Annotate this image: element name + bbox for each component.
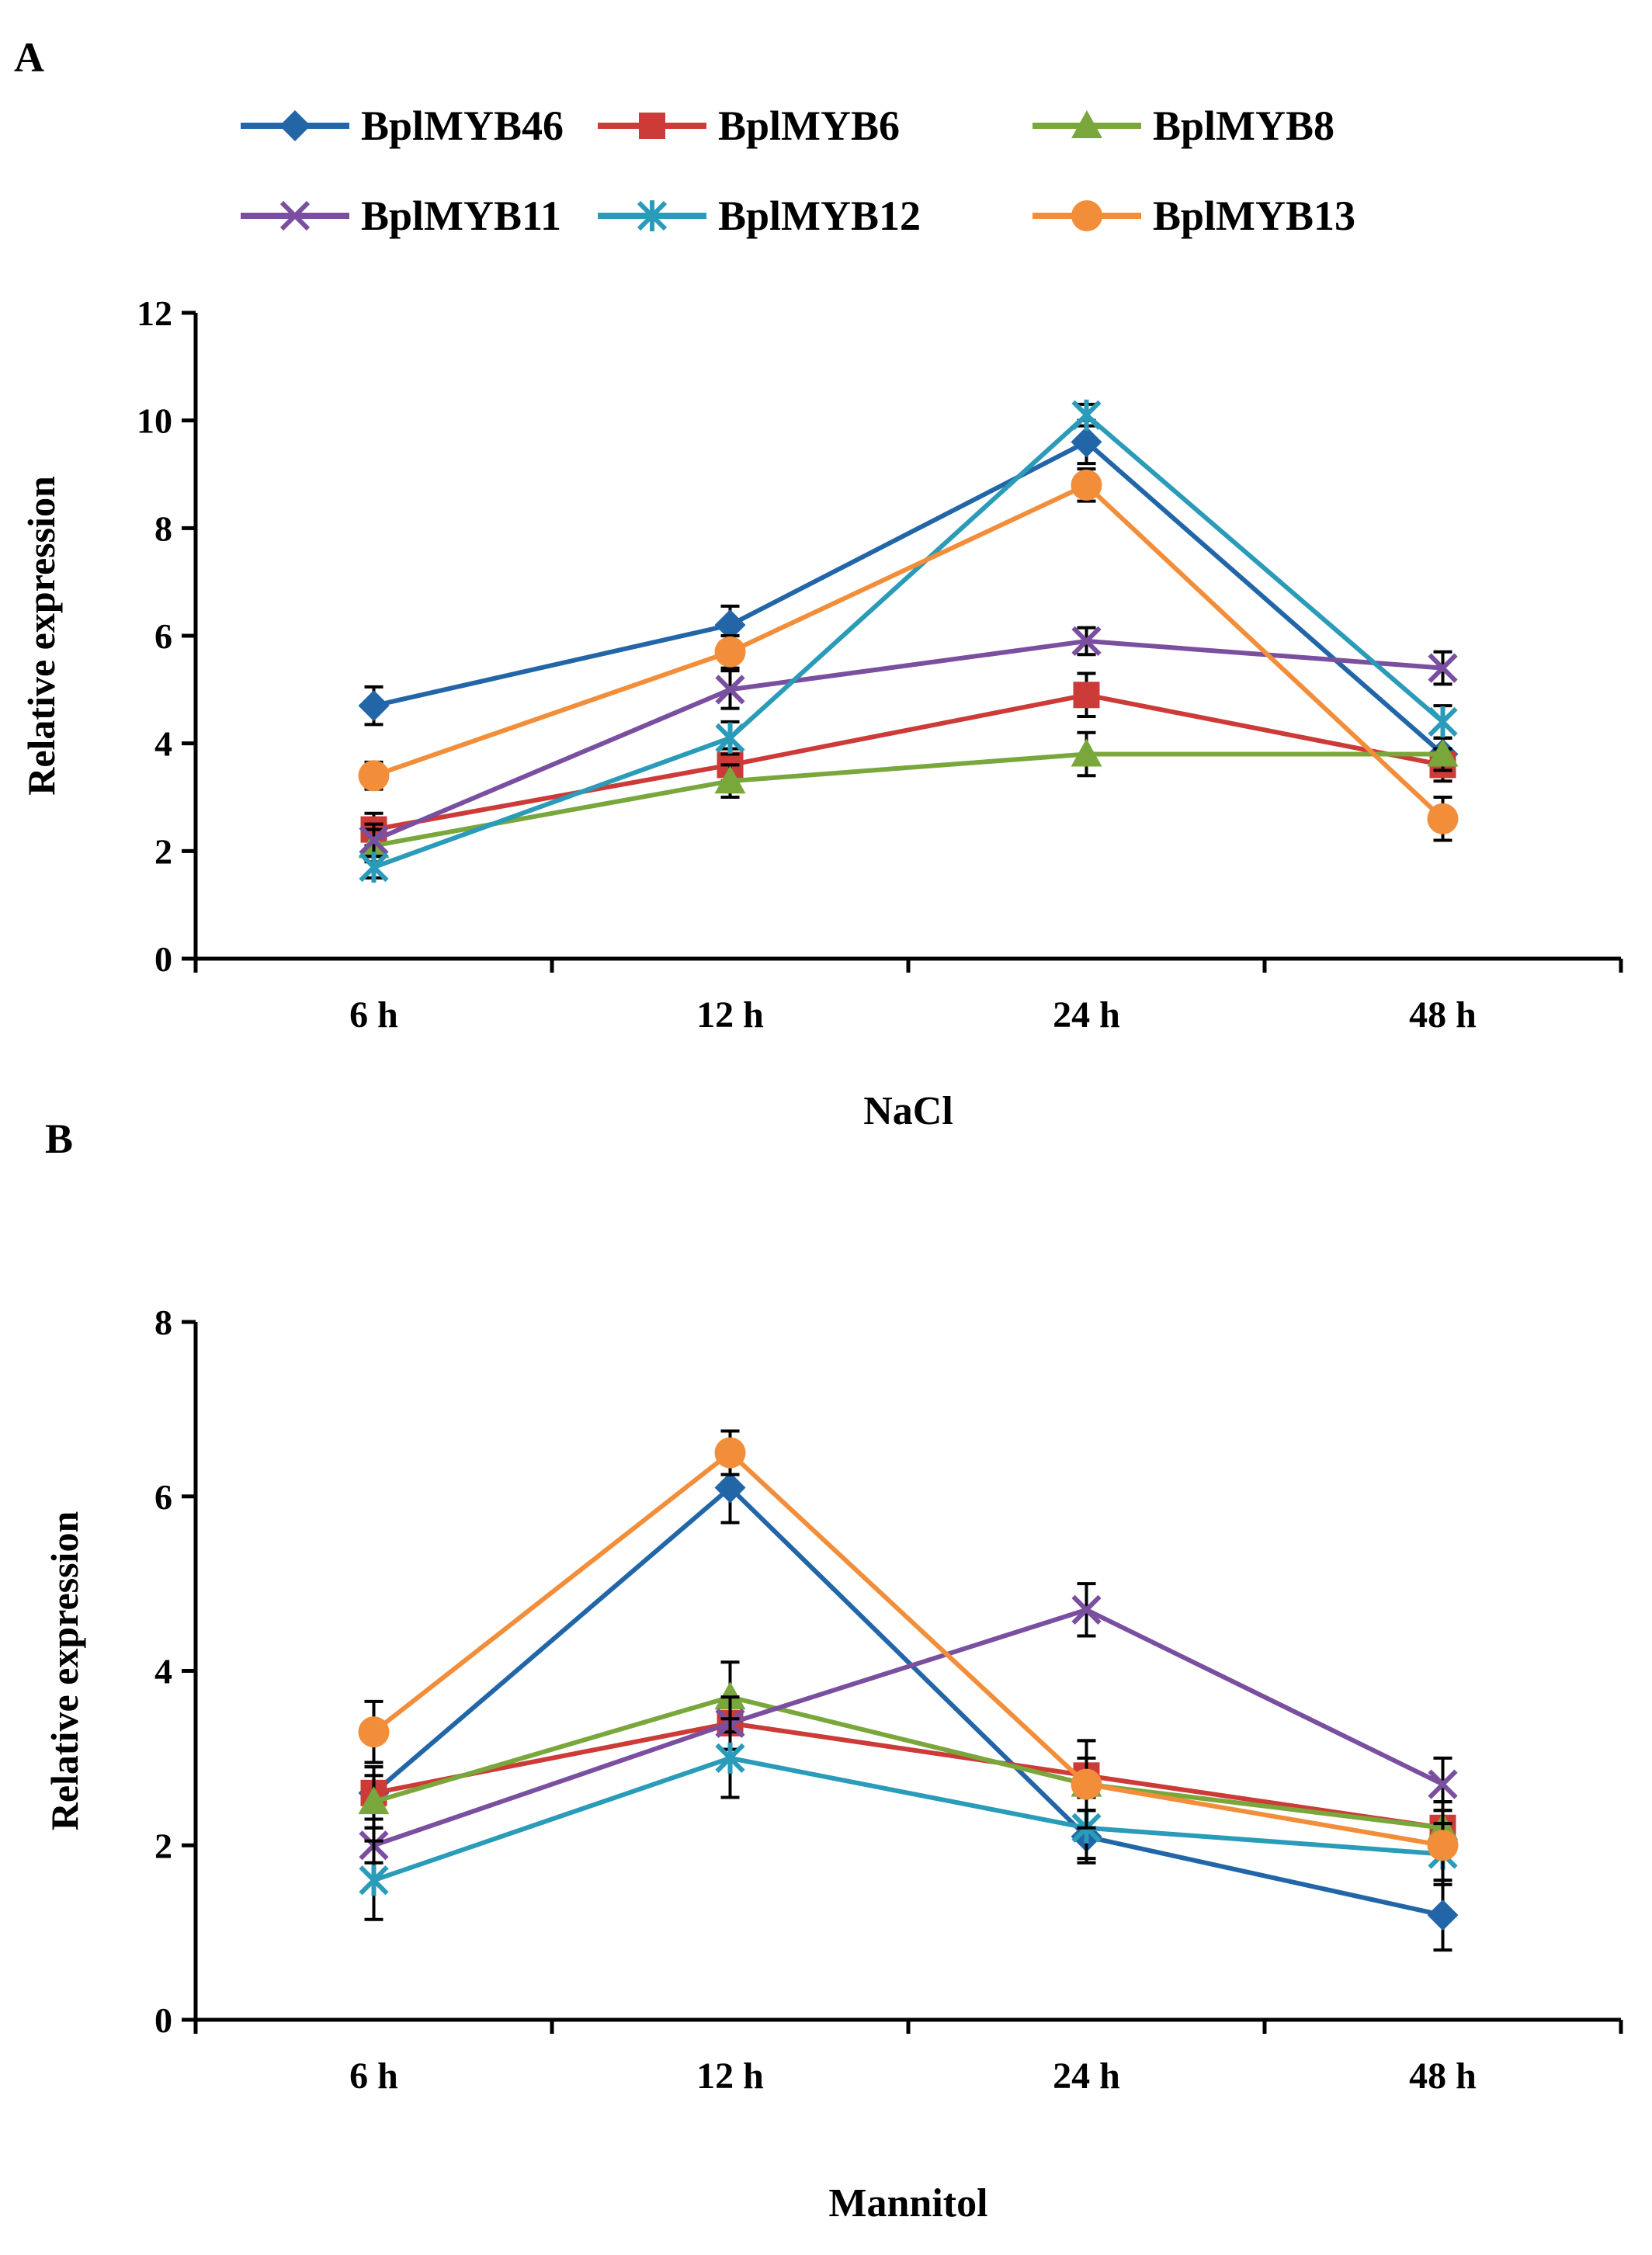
legend-marker	[637, 200, 668, 231]
y-tick-label: 6	[154, 1477, 172, 1517]
legend-marker	[1071, 110, 1102, 138]
data-point	[358, 1716, 390, 1748]
y-tick-label: 12	[137, 293, 172, 333]
legend-label: BplMYB13	[1153, 193, 1355, 239]
legend-label: BplMYB46	[361, 102, 564, 149]
series-line	[372, 1449, 1444, 1848]
y-tick-label: 4	[154, 724, 172, 764]
chart-panel-b: 0 2 4 6 8 6 h 12 h 24 h 48 h Mannitol Relative exp…	[43, 1303, 1623, 2226]
x-tick-label: 24 h	[1053, 994, 1120, 1036]
data-point	[1071, 1594, 1102, 1625]
y-tick-label: 8	[154, 1303, 172, 1342]
legend-entry-BplMYB13: BplMYB13	[1032, 193, 1355, 239]
data-point	[358, 1786, 390, 1815]
data-point	[1427, 803, 1459, 834]
data-point	[715, 1742, 745, 1774]
x-tick-label: 48 h	[1409, 994, 1477, 1036]
data-point	[1428, 1769, 1458, 1799]
data-point	[1428, 653, 1458, 683]
legend-label: BplMYB11	[361, 193, 561, 239]
y-tick-label: 0	[154, 939, 172, 979]
y-axis-label: Relative expression	[43, 1511, 86, 1831]
data-point	[1071, 626, 1102, 657]
y-axis-label: Relative expression	[19, 476, 63, 796]
y-tick-label: 0	[154, 2000, 172, 2040]
data-point	[1427, 1830, 1459, 1861]
series-BplMYB11	[359, 626, 1458, 859]
series-BplMYB8	[358, 1660, 1459, 1856]
series-line	[373, 1755, 1443, 1883]
data-point	[715, 675, 745, 705]
data-point	[1071, 1768, 1102, 1800]
x-tick-label: 6 h	[349, 2056, 398, 2097]
series-line	[373, 751, 1443, 848]
data-point	[1427, 738, 1459, 767]
data-point	[359, 825, 389, 855]
y-tick-label: 8	[154, 508, 172, 548]
series-line	[372, 1484, 1444, 1918]
y-tick-label: 6	[154, 616, 172, 656]
series-line	[373, 482, 1445, 820]
x-tick-label: 6 h	[349, 994, 398, 1036]
data-point	[714, 1437, 746, 1469]
data-point	[714, 636, 746, 668]
series-BplMYB12	[359, 399, 1458, 883]
series-BplMYB13	[358, 1429, 1459, 1882]
legend-label: BplMYB8	[1153, 102, 1334, 149]
data-point	[714, 765, 746, 794]
y-tick-label: 10	[137, 401, 172, 441]
y-tick-label: 2	[154, 831, 172, 871]
legend-entry-BplMYB12: BplMYB12	[598, 193, 921, 239]
panel-label-a: A	[14, 34, 44, 81]
series-line	[373, 411, 1445, 869]
data-point	[1073, 682, 1100, 709]
data-point	[1071, 469, 1102, 501]
x-tick-label: 12 h	[696, 2056, 764, 2097]
legend: BplMYB46 BplMYB6 BplMYB8 BplMYB11 BplMYB12 Bp…	[241, 102, 1355, 239]
legend-entry-BplMYB11: BplMYB11	[241, 193, 561, 239]
chart-panel-a: 0 2 4 6 8 10 12 6 h 12 h 24 h 48 h NaCl Relative exp…	[19, 293, 1623, 1133]
data-point	[714, 1472, 746, 1504]
data-point	[359, 852, 389, 883]
data-point	[1071, 399, 1102, 431]
x-axis-label: NaCl	[863, 1089, 953, 1133]
data-point	[714, 609, 746, 641]
x-tick-label: 12 h	[696, 994, 764, 1036]
data-point	[715, 722, 745, 754]
data-point	[1071, 738, 1102, 767]
data-point	[1428, 706, 1458, 737]
y-tick-label: 4	[154, 1652, 172, 1691]
x-tick-label: 48 h	[1409, 2056, 1477, 2097]
data-point	[1427, 1899, 1459, 1931]
legend-label: BplMYB6	[718, 102, 900, 149]
legend-marker	[279, 110, 311, 141]
data-point	[358, 760, 390, 792]
legend-entry-BplMYB6: BplMYB6	[598, 102, 900, 149]
data-point	[1071, 426, 1102, 458]
legend-marker	[639, 113, 665, 139]
data-point	[358, 690, 390, 722]
series-line	[373, 692, 1444, 832]
series-BplMYB13	[358, 467, 1459, 842]
panel-label-b: B	[45, 1115, 73, 1162]
y-tick-label: 2	[154, 1826, 172, 1865]
legend-marker	[1071, 200, 1102, 231]
series-BplMYB8	[358, 730, 1459, 864]
series-line	[373, 1607, 1444, 1848]
series-line	[373, 439, 1445, 756]
series-line	[373, 1720, 1443, 1830]
legend-marker	[279, 200, 311, 231]
x-axis-label: Mannitol	[828, 2181, 987, 2226]
series-line	[373, 1695, 1443, 1830]
legend-label: BplMYB12	[718, 193, 921, 239]
series-BplMYB46	[358, 1451, 1459, 1952]
data-point	[359, 1865, 389, 1896]
x-tick-label: 24 h	[1053, 2056, 1120, 2097]
legend-entry-BplMYB46: BplMYB46	[241, 102, 564, 149]
legend-entry-BplMYB8: BplMYB8	[1032, 102, 1334, 149]
